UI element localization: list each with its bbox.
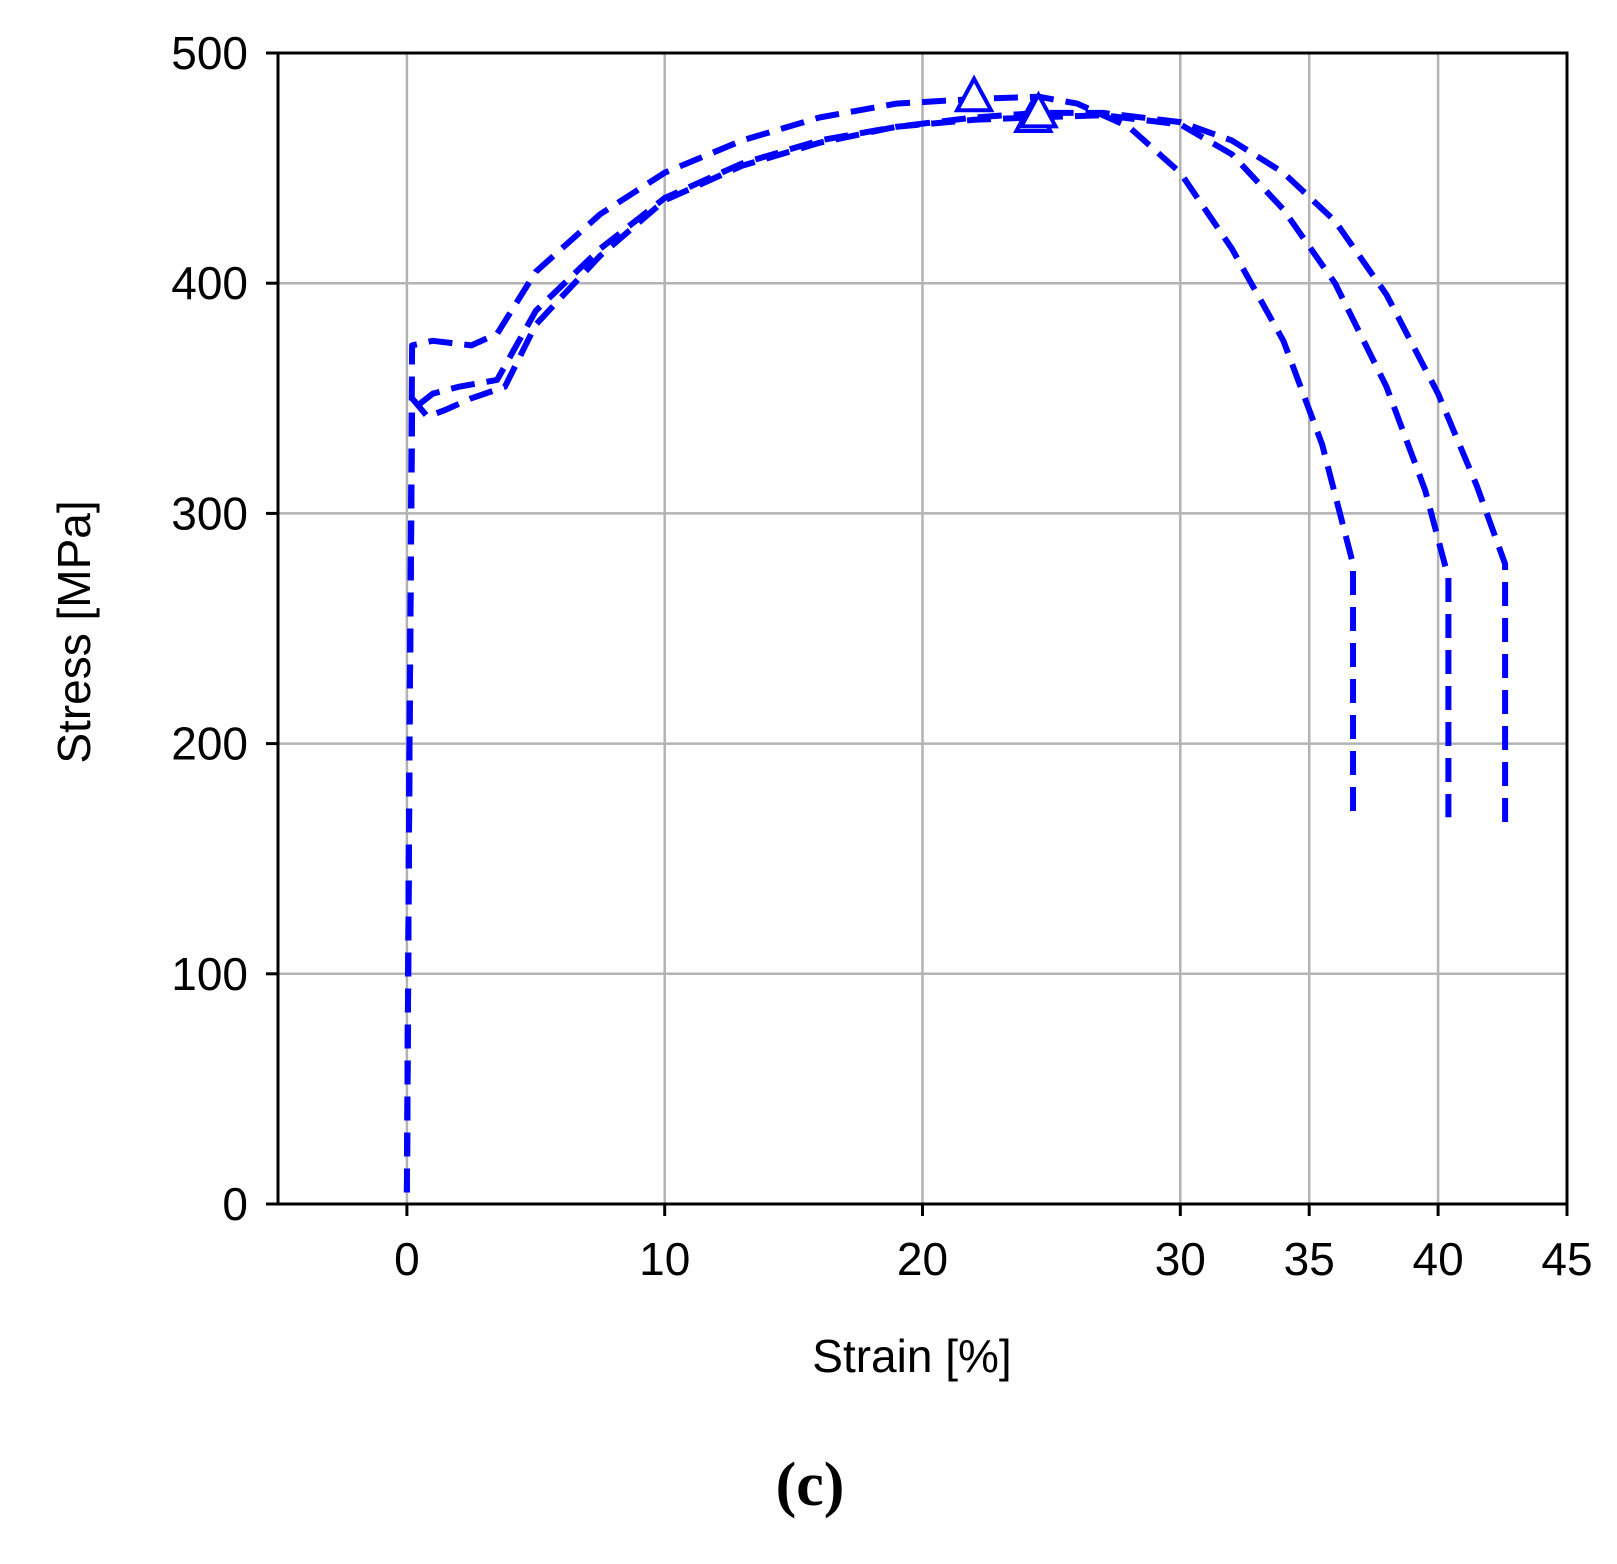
plot-frame [276, 51, 1569, 1206]
series-line-3 [403, 109, 1509, 1193]
axes [266, 51, 1569, 1216]
x-tick-label: 10 [639, 1233, 690, 1285]
y-tick-label: 100 [171, 948, 248, 1000]
grid [278, 53, 1567, 1204]
y-tick-label: 500 [171, 27, 248, 79]
series-line-2 [403, 112, 1452, 1193]
series-line-1 [403, 93, 1356, 1193]
x-tick-label: 20 [897, 1233, 948, 1285]
x-tick-label: 0 [394, 1233, 420, 1285]
peak-markers [953, 74, 1059, 133]
x-tick-label: 45 [1541, 1233, 1592, 1285]
y-tick-label: 300 [171, 487, 248, 539]
x-tick-label: 40 [1413, 1233, 1464, 1285]
peak-marker-1 [953, 74, 995, 113]
y-tick-labels: 0 100 200 300 400 500 [171, 27, 248, 1230]
peak-marker-3 [1018, 90, 1059, 129]
y-tick-label: 400 [171, 257, 248, 309]
x-tick-labels: 0 10 20 30 35 40 45 [394, 1233, 1592, 1285]
series-group [403, 93, 1509, 1193]
y-tick-label: 200 [171, 718, 248, 770]
x-tick-label: 35 [1284, 1233, 1335, 1285]
x-tick-label: 30 [1155, 1233, 1206, 1285]
panel-label: (c) [776, 1451, 845, 1519]
x-axis-title: Strain [%] [812, 1330, 1011, 1382]
y-tick-label: 0 [222, 1178, 248, 1230]
y-axis-title: Stress [MPa] [48, 500, 100, 763]
